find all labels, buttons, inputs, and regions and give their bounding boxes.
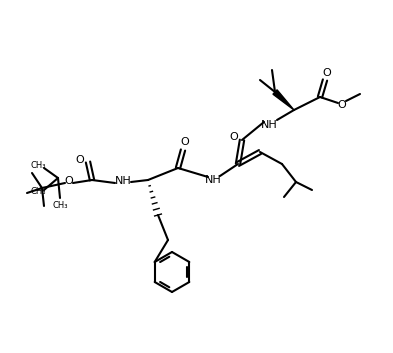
- Text: O: O: [75, 155, 84, 165]
- Text: CH₃: CH₃: [52, 202, 68, 210]
- Text: O: O: [64, 176, 73, 186]
- Polygon shape: [273, 90, 294, 110]
- Text: O: O: [323, 68, 331, 78]
- Text: O: O: [338, 100, 346, 110]
- Text: NH: NH: [115, 176, 131, 186]
- Text: CH₃: CH₃: [30, 162, 46, 170]
- Text: NH: NH: [261, 120, 277, 130]
- Text: O: O: [230, 132, 239, 142]
- Text: NH: NH: [205, 175, 221, 185]
- Text: CH₃: CH₃: [30, 187, 46, 197]
- Text: O: O: [181, 137, 189, 147]
